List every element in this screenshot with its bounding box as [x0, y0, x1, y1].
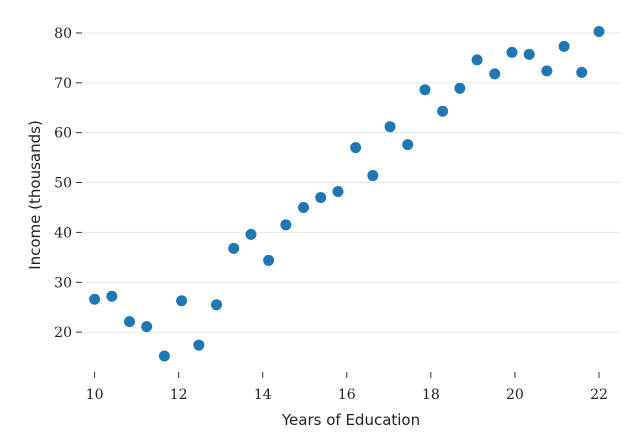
x-tick-label: 14 [254, 387, 272, 403]
data-point [506, 46, 518, 58]
data-point [141, 321, 153, 333]
y-tick-label: 60 [54, 126, 72, 142]
data-point [402, 139, 414, 151]
x-tick-label: 12 [170, 387, 188, 403]
data-point [419, 84, 431, 96]
data-point [228, 242, 240, 254]
data-point [263, 254, 275, 266]
x-tick-label: 20 [506, 387, 524, 403]
y-axis-ticks: 20 30 40 50 60 70 80 [54, 26, 82, 341]
data-point [158, 350, 170, 362]
y-tick-label: 40 [54, 225, 72, 241]
data-point [384, 121, 396, 133]
data-point [489, 68, 501, 80]
data-point [315, 191, 327, 203]
data-point [471, 54, 483, 66]
data-point [367, 170, 379, 182]
data-point [193, 339, 205, 351]
data-point [176, 295, 188, 307]
y-tick-label: 50 [54, 176, 72, 192]
data-point [123, 316, 135, 328]
y-tick-label: 70 [54, 76, 72, 92]
x-axis-label: Years of Education [281, 411, 420, 429]
data-point [332, 186, 344, 198]
y-tick-label: 30 [54, 275, 72, 291]
x-axis-ticks: 10 12 14 16 18 20 22 [86, 372, 608, 403]
y-tick-label: 20 [54, 325, 72, 341]
data-point [245, 228, 257, 240]
data-point [576, 66, 588, 78]
data-point [593, 25, 605, 37]
data-point [437, 105, 449, 117]
x-tick-label: 22 [590, 387, 608, 403]
data-point [523, 48, 535, 60]
data-points [89, 25, 605, 362]
data-point [280, 219, 292, 231]
data-point [89, 293, 101, 305]
y-tick-label: 80 [54, 26, 72, 42]
data-point [350, 142, 362, 154]
x-tick-label: 18 [422, 387, 440, 403]
data-point [106, 290, 118, 302]
data-point [541, 65, 553, 77]
data-point [454, 82, 466, 94]
y-axis-label: Income (thousands) [26, 120, 44, 270]
data-point [211, 299, 222, 311]
data-point [558, 40, 570, 52]
data-point [298, 201, 310, 213]
grid-lines [82, 32, 620, 333]
x-tick-label: 10 [86, 387, 104, 403]
x-tick-label: 16 [338, 387, 356, 403]
